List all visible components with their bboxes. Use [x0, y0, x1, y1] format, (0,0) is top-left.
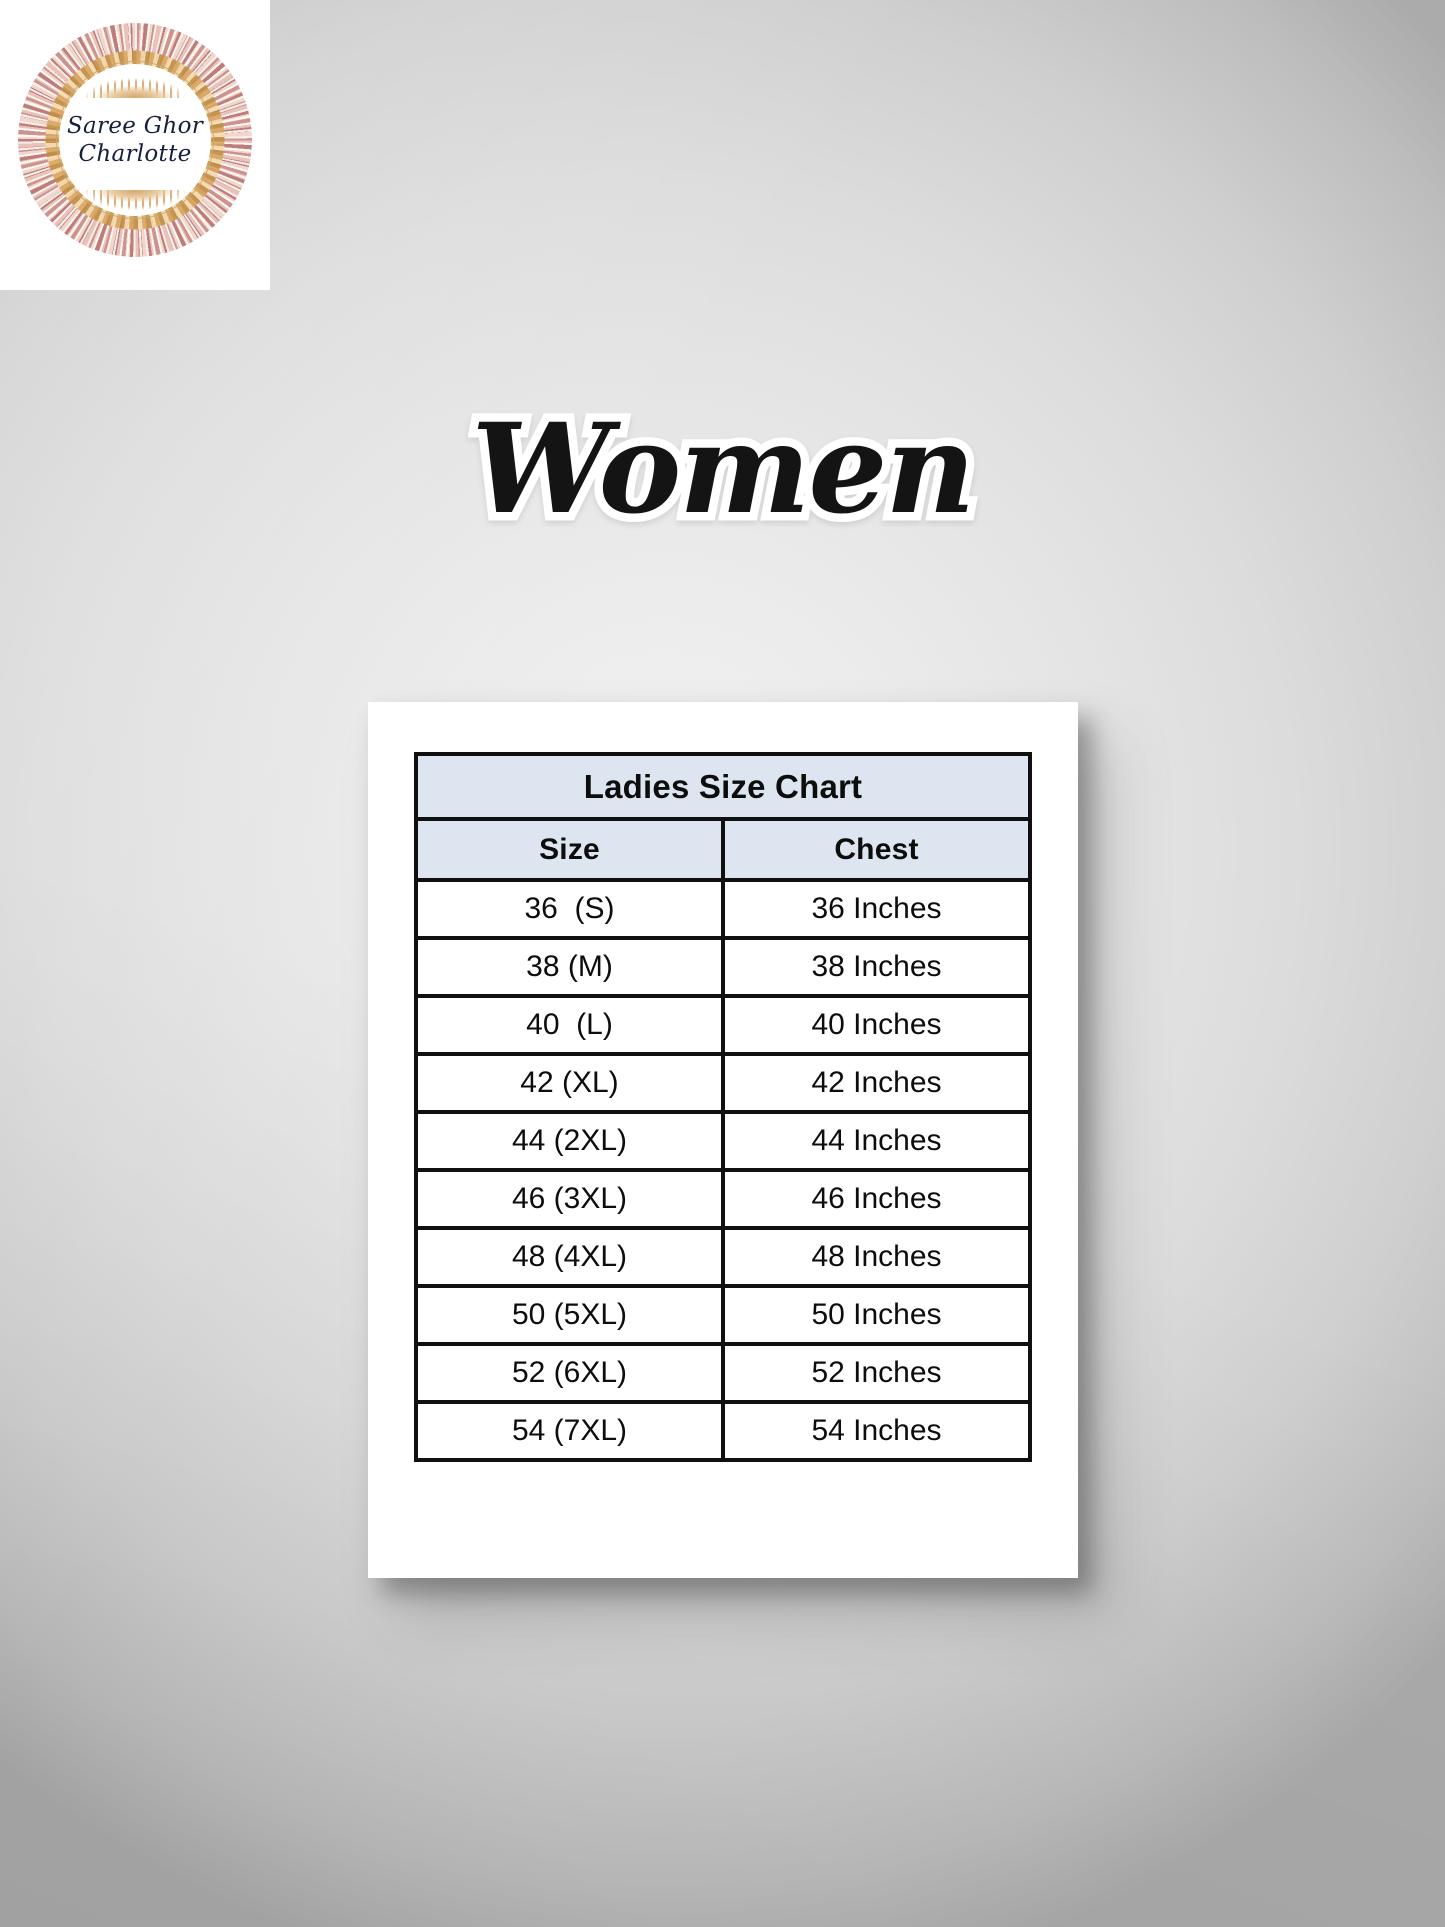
- cell-size: 52 (6XL): [414, 1342, 725, 1404]
- cell-chest: 52 Inches: [721, 1342, 1032, 1404]
- table-column-header-row: Size Chest: [414, 817, 1032, 882]
- cell-size: 54 (7XL): [414, 1400, 725, 1462]
- column-header-chest: Chest: [721, 817, 1032, 882]
- table-row: 50 (5XL) 50 Inches: [414, 1284, 1032, 1346]
- cell-size: 38 (M): [414, 936, 725, 998]
- cell-size: 40 (L): [414, 994, 725, 1056]
- table-row: 42 (XL) 42 Inches: [414, 1052, 1032, 1114]
- table-row: 48 (4XL) 48 Inches: [414, 1226, 1032, 1288]
- cell-chest: 48 Inches: [721, 1226, 1032, 1288]
- logo-thin-gold-ring-icon: [56, 61, 214, 219]
- cell-size: 46 (3XL): [414, 1168, 725, 1230]
- brand-logo-tile: Saree Ghor Charlotte: [0, 0, 270, 290]
- cell-chest: 40 Inches: [721, 994, 1032, 1056]
- logo-medallion: Saree Ghor Charlotte: [15, 20, 255, 260]
- cell-chest: 38 Inches: [721, 936, 1032, 998]
- column-header-size: Size: [414, 817, 725, 882]
- table-row: 40 (L) 40 Inches: [414, 994, 1032, 1056]
- cell-size: 44 (2XL): [414, 1110, 725, 1172]
- table-body: 36 (S) 36 Inches 38 (M) 38 Inches 40 (L) 40 I…: [414, 878, 1032, 1462]
- table-row: 36 (S) 36 Inches: [414, 878, 1032, 940]
- table-title-cell: Ladies Size Chart: [414, 752, 1032, 821]
- cell-chest: 54 Inches: [721, 1400, 1032, 1462]
- logo-bottom-ornament-icon: [79, 190, 191, 216]
- cell-size: 50 (5XL): [414, 1284, 725, 1346]
- table-row: 54 (7XL) 54 Inches: [414, 1400, 1032, 1462]
- ladies-size-chart-table: Ladies Size Chart Size Chest 36 (S) 36 In…: [414, 752, 1032, 1462]
- table-row: 44 (2XL) 44 Inches: [414, 1110, 1032, 1172]
- cell-chest: 46 Inches: [721, 1168, 1032, 1230]
- cell-chest: 42 Inches: [721, 1052, 1032, 1114]
- cell-chest: 44 Inches: [721, 1110, 1032, 1172]
- cell-size: 36 (S): [414, 878, 725, 940]
- cell-chest: 36 Inches: [721, 878, 1032, 940]
- table-header: Ladies Size Chart Size Chest: [414, 752, 1032, 882]
- cell-size: 48 (4XL): [414, 1226, 725, 1288]
- cell-chest: 50 Inches: [721, 1284, 1032, 1346]
- size-chart-card: Ladies Size Chart Size Chest 36 (S) 36 In…: [368, 702, 1078, 1578]
- cell-size: 42 (XL): [414, 1052, 725, 1114]
- table-title-row: Ladies Size Chart: [414, 752, 1032, 821]
- brand-name-text: Saree Ghor Charlotte: [66, 112, 204, 167]
- table-row: 52 (6XL) 52 Inches: [414, 1342, 1032, 1404]
- logo-crown-ornament-icon: [79, 72, 191, 98]
- table-row: 38 (M) 38 Inches: [414, 936, 1032, 998]
- table-row: 46 (3XL) 46 Inches: [414, 1168, 1032, 1230]
